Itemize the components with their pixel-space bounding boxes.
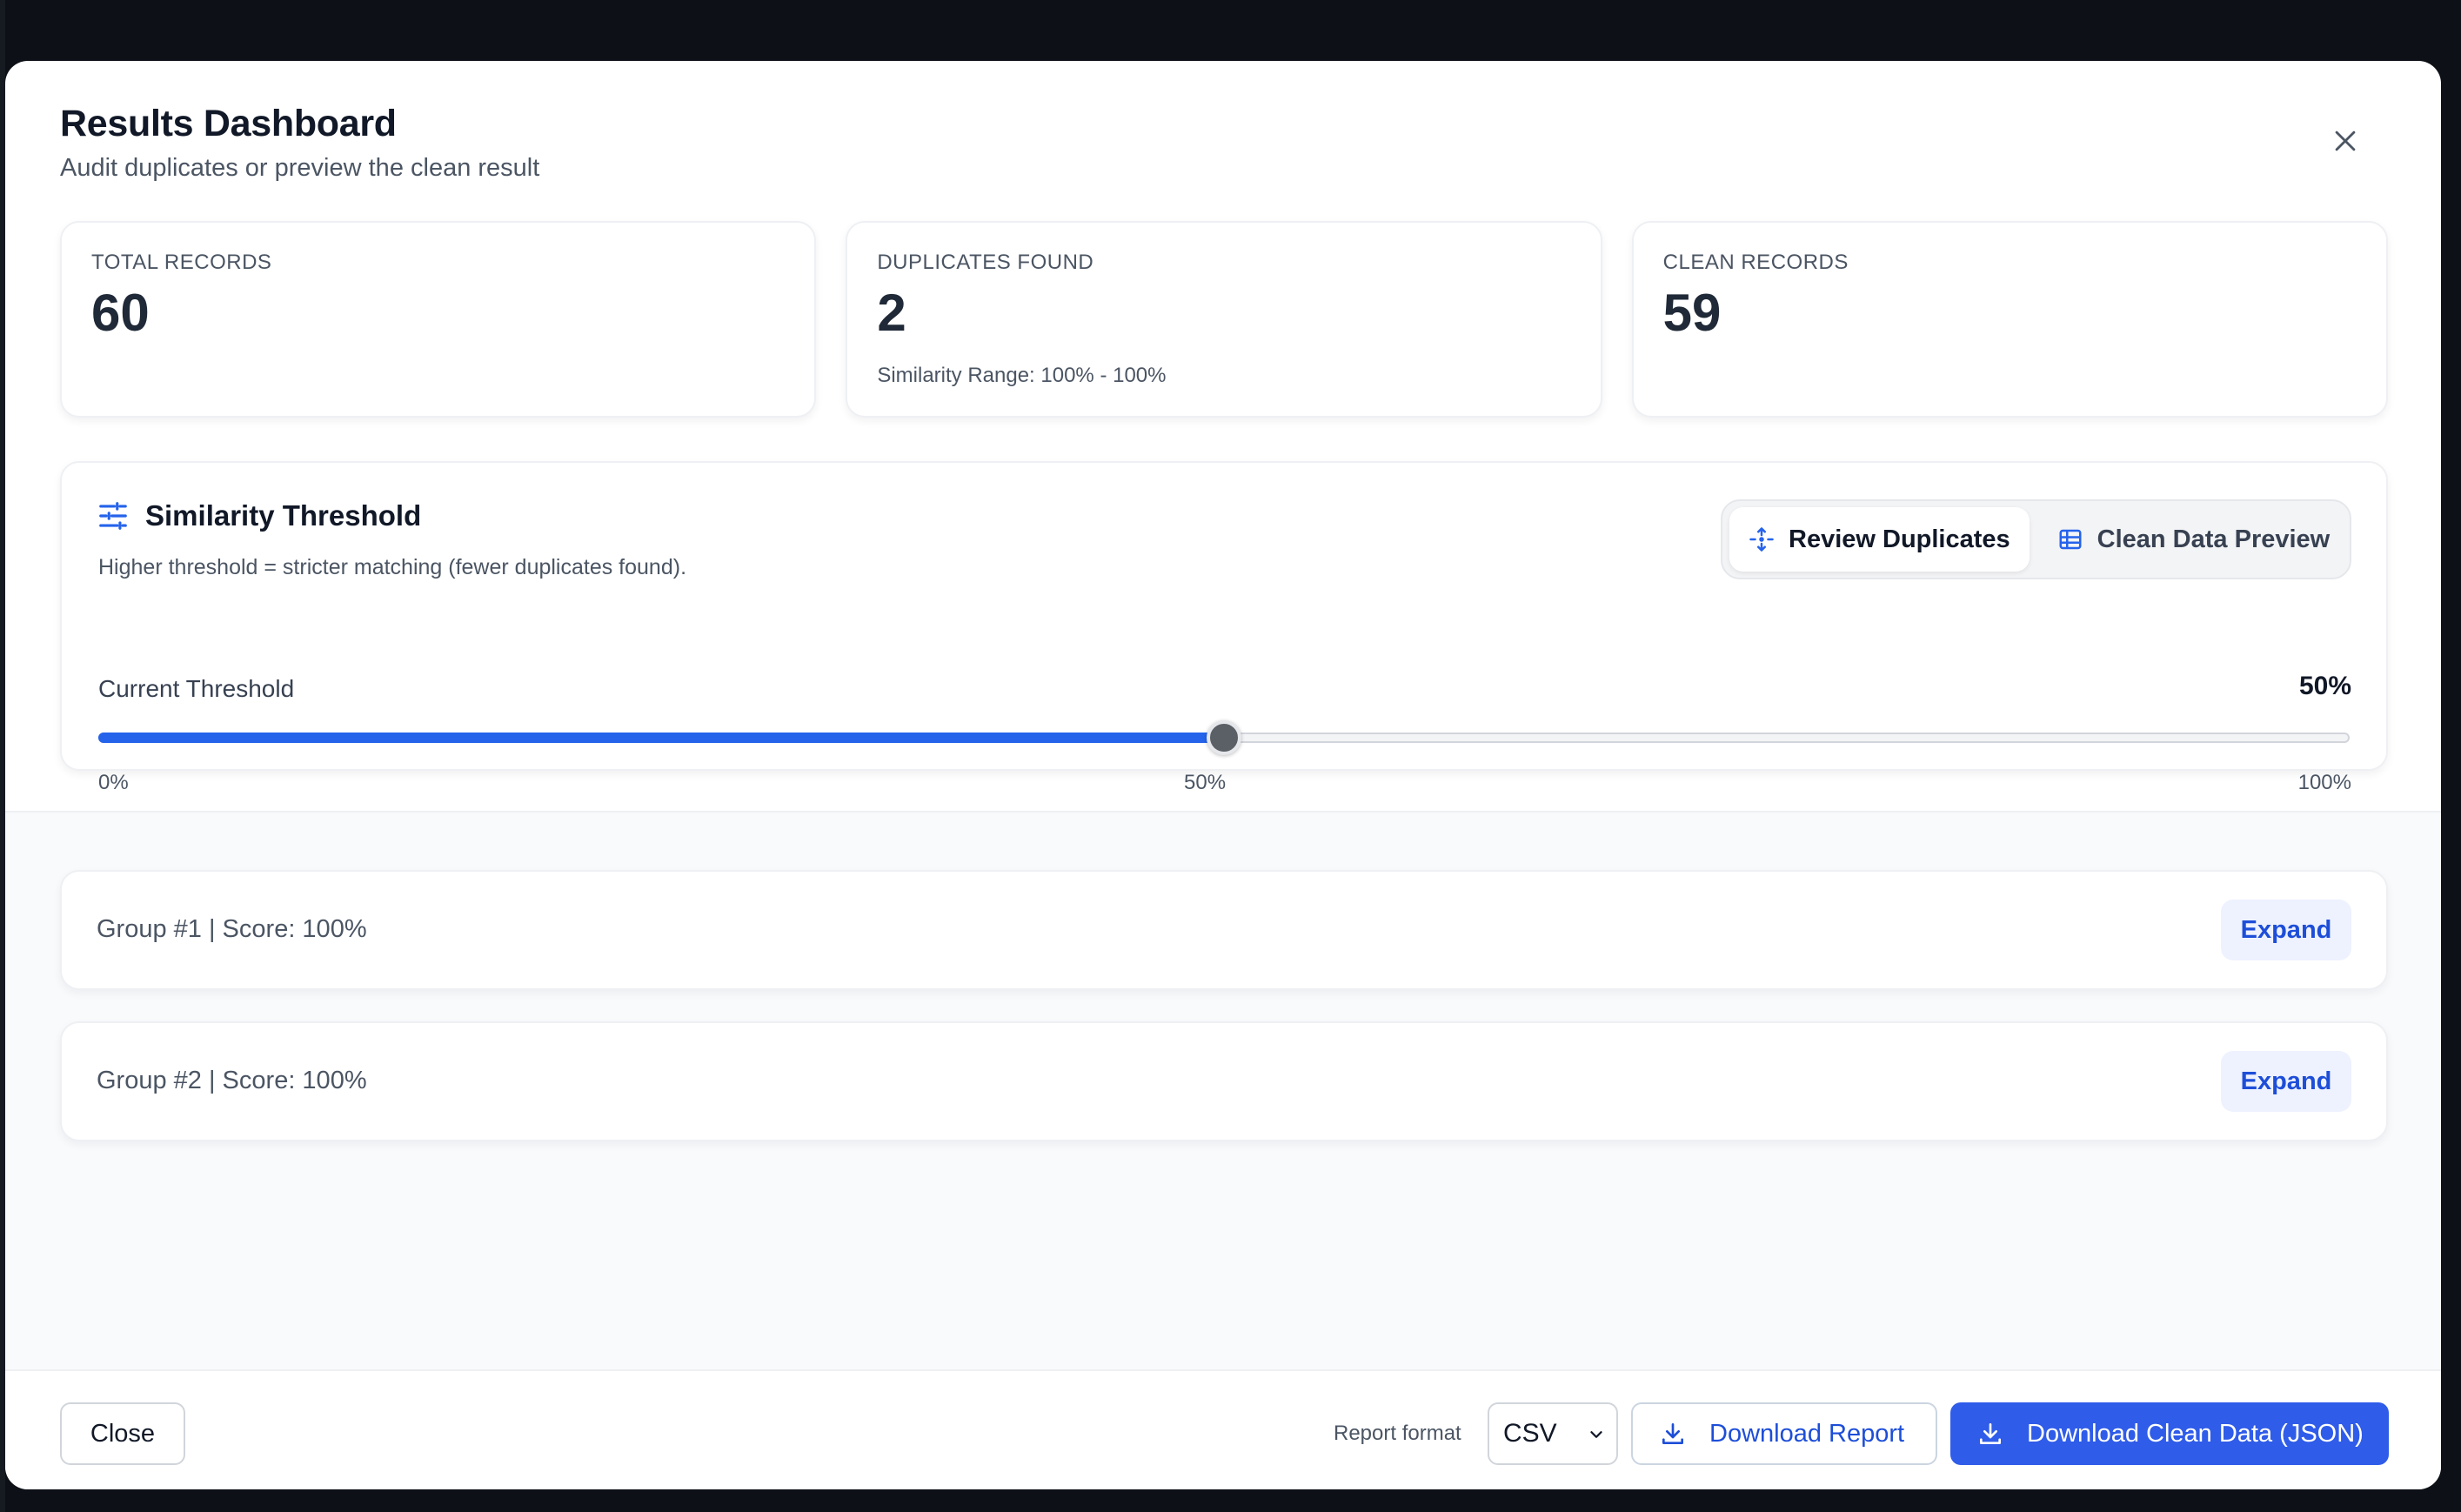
threshold-slider[interactable] bbox=[98, 720, 2350, 755]
modal-subtitle: Audit duplicates or preview the clean re… bbox=[60, 154, 540, 182]
modal-title: Results Dashboard bbox=[60, 103, 397, 144]
chevron-down-icon bbox=[1590, 1431, 1602, 1438]
move-arrows-icon bbox=[1749, 527, 1774, 552]
stat-value: 59 bbox=[1662, 284, 1722, 342]
view-toggle: Review Duplicates Clean Data Preview bbox=[1721, 499, 2351, 579]
stat-card-duplicates: DUPLICATES FOUND 2 Similarity Range: 100… bbox=[846, 221, 1602, 418]
group-label: Group #1 | Score: 100% bbox=[97, 915, 367, 943]
tab-label: Review Duplicates bbox=[1789, 525, 2010, 553]
threshold-description: Higher threshold = stricter matching (fe… bbox=[98, 555, 687, 579]
modal-footer: Close Report format CSV Download Report … bbox=[5, 1369, 2441, 1489]
backdrop bbox=[0, 0, 5, 1512]
download-icon bbox=[1980, 1423, 2001, 1444]
threshold-card: Similarity Threshold Higher threshold = … bbox=[60, 461, 2388, 794]
group-card: Group #2 | Score: 100% Expand bbox=[60, 1021, 2388, 1141]
modal-header: Results Dashboard Audit duplicates or pr… bbox=[60, 103, 539, 183]
group-label: Group #2 | Score: 100% bbox=[97, 1067, 367, 1094]
close-button[interactable]: Close bbox=[60, 1402, 185, 1465]
tick-min: 0% bbox=[98, 771, 129, 794]
slider-fill bbox=[98, 733, 1224, 743]
stat-label: CLEAN RECORDS bbox=[1662, 251, 1849, 274]
stats-row: TOTAL RECORDS 60 DUPLICATES FOUND 2 Simi… bbox=[60, 221, 2388, 418]
current-threshold-value: 50% bbox=[2298, 672, 2351, 700]
sliders-icon bbox=[99, 502, 127, 530]
download-report-button[interactable]: Download Report bbox=[1631, 1402, 1937, 1465]
download-report-label: Download Report bbox=[1709, 1419, 1905, 1448]
similarity-range: Similarity Range: 100% - 100% bbox=[877, 364, 1167, 387]
report-format-value: CSV bbox=[1503, 1419, 1557, 1448]
tick-max: 100% bbox=[2297, 771, 2351, 794]
expand-button[interactable]: Expand bbox=[2221, 1051, 2351, 1112]
tab-clean-data-preview[interactable]: Clean Data Preview bbox=[2038, 507, 2350, 572]
stat-label: DUPLICATES FOUND bbox=[877, 251, 1094, 274]
report-format-select[interactable]: CSV bbox=[1488, 1402, 1618, 1465]
results-dashboard-modal: Results Dashboard Audit duplicates or pr… bbox=[5, 61, 2441, 1489]
expand-button[interactable]: Expand bbox=[2221, 900, 2351, 960]
download-clean-label: Download Clean Data (JSON) bbox=[2027, 1419, 2364, 1448]
current-threshold-label: Current Threshold bbox=[98, 675, 295, 702]
tab-review-duplicates[interactable]: Review Duplicates bbox=[1729, 507, 2030, 572]
stat-label: TOTAL RECORDS bbox=[91, 251, 272, 274]
slider-thumb[interactable] bbox=[1207, 720, 1241, 755]
table-icon bbox=[2059, 529, 2082, 550]
close-icon-button[interactable] bbox=[2323, 118, 2368, 164]
stat-card-clean: CLEAN RECORDS 59 bbox=[1631, 221, 2388, 418]
close-icon bbox=[2335, 130, 2356, 151]
download-icon bbox=[1662, 1423, 1683, 1444]
threshold-title: Similarity Threshold bbox=[145, 499, 422, 532]
stat-card-total: TOTAL RECORDS 60 bbox=[60, 221, 817, 418]
divider bbox=[5, 811, 2441, 813]
threshold-header: Similarity Threshold bbox=[97, 499, 421, 532]
report-format-label: Report format bbox=[1334, 1422, 1461, 1445]
stat-value: 60 bbox=[91, 284, 150, 342]
download-clean-data-button[interactable]: Download Clean Data (JSON) bbox=[1950, 1402, 2389, 1465]
stat-value: 2 bbox=[877, 284, 906, 342]
tab-label: Clean Data Preview bbox=[2097, 525, 2331, 553]
duplicate-groups-list: Group #1 | Score: 100% Expand Group #2 |… bbox=[5, 813, 2441, 1369]
group-card: Group #1 | Score: 100% Expand bbox=[60, 870, 2388, 990]
tick-mid: 50% bbox=[1184, 771, 1227, 794]
